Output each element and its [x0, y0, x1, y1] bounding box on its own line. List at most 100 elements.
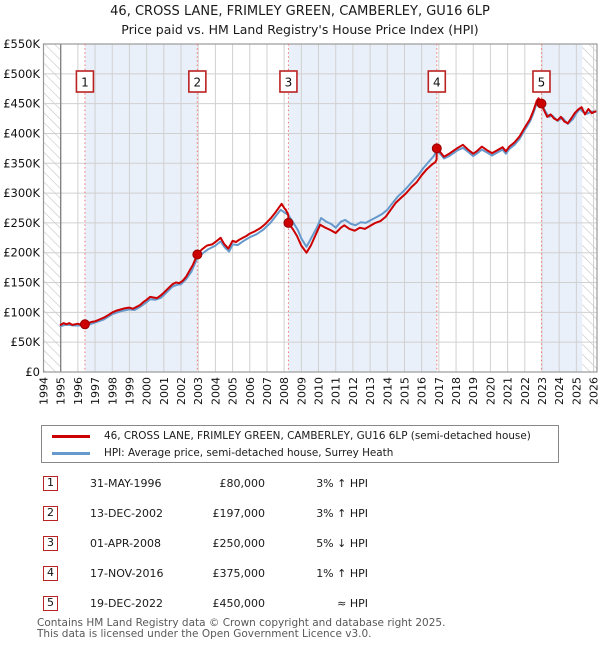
x-tick-label: 2022: [519, 377, 532, 405]
shaded-band: [84, 44, 198, 372]
x-tick-label: 2010: [313, 377, 326, 405]
x-tick-label: 2016: [416, 377, 429, 405]
sale-point: [431, 143, 442, 154]
sale-vs-hpi: 1% ↑ HPI: [316, 567, 368, 580]
sale-number-box: [75, 70, 95, 93]
x-tick-label: 2018: [450, 377, 463, 405]
x-tick-label: 1995: [55, 377, 68, 405]
y-tick-label: £500K: [3, 67, 40, 81]
x-tick-label: 2006: [244, 377, 257, 405]
sale-point: [192, 249, 203, 260]
y-tick-label: £300K: [3, 186, 40, 200]
x-tick-label: 2003: [192, 377, 205, 405]
sale-number-badge: 1: [43, 476, 58, 491]
sale-number-badge: 2: [43, 506, 58, 521]
y-tick-label: £0: [25, 365, 40, 379]
no-data-hatch-right: [582, 44, 597, 372]
sale-price: £197,000: [212, 507, 266, 520]
table-row: 5 19-DEC-2022 £450,000 ≈ HPI: [0, 596, 600, 613]
table-row: 2 13-DEC-2002 £197,000 3% ↑ HPI: [0, 506, 600, 523]
sale-date: 01-APR-2008: [90, 537, 162, 550]
sale-price: £375,000: [212, 567, 266, 580]
legend-label-property: 46, CROSS LANE, FRIMLEY GREEN, CAMBERLEY…: [104, 430, 531, 442]
x-tick-label: 2005: [227, 377, 240, 405]
y-axis-labels: £0 £50K £100K £150K £200K £250K £300K £350K £400…: [3, 37, 40, 379]
sale-price: £450,000: [212, 597, 266, 610]
sale-number: 2: [194, 76, 202, 90]
x-tick-label: 2000: [141, 377, 154, 405]
y-tick-label: £100K: [3, 305, 40, 319]
x-tick-label: 2015: [398, 377, 411, 405]
x-axis-labels: 1994 1995 1996 1997 1998 1999 2000 2001 2002 2003…: [38, 377, 600, 405]
table-row: 1 31-MAY-1996 £80,000 3% ↑ HPI: [0, 476, 600, 493]
sale-number-box: [427, 70, 447, 93]
no-data-hatch-left: [43, 44, 61, 372]
sale-points: [79, 98, 547, 330]
sale-date: 19-DEC-2022: [90, 597, 164, 610]
page-title: 46, CROSS LANE, FRIMLEY GREEN, CAMBERLEY…: [110, 4, 490, 19]
sale-date-lines: [84, 44, 543, 372]
sale-vs-hpi: ≈ HPI: [337, 597, 368, 610]
copyright-line: Contains HM Land Registry data © Crown c…: [37, 617, 446, 629]
x-tick-label: 2009: [295, 377, 308, 405]
sale-vs-hpi: 3% ↑ HPI: [316, 507, 368, 520]
price-chart: 1 2 3 4 5 £0 £50K £100K £150K £200K £250K £300K £350…: [3, 37, 600, 405]
shaded-band: [288, 44, 437, 372]
x-tick-label: 2002: [175, 377, 188, 405]
x-tick-label: 2020: [484, 377, 497, 405]
sale-vs-hpi: 3% ↑ HPI: [316, 477, 368, 490]
sale-date: 17-NOV-2016: [90, 567, 164, 580]
x-tick-label: 2014: [381, 377, 394, 405]
table-row: 4 17-NOV-2016 £375,000 1% ↑ HPI: [0, 566, 600, 583]
table-row: 3 01-APR-2008 £250,000 5% ↓ HPI: [0, 536, 600, 553]
legend-item-hpi: HPI: Average price, semi-detached house,…: [42, 444, 393, 462]
between-sales-bands: [84, 44, 583, 372]
sale-price: £80,000: [219, 477, 266, 490]
sale-number-box: [279, 70, 298, 93]
sale-date: 13-DEC-2002: [90, 507, 164, 520]
sale-number: 3: [285, 76, 293, 90]
sale-vs-hpi: 5% ↓ HPI: [316, 537, 368, 550]
y-tick-label: £250K: [3, 216, 40, 230]
sale-number-badge: 5: [43, 596, 58, 611]
y-tick-label: £50K: [11, 335, 41, 349]
y-tick-label: £450K: [3, 97, 40, 111]
x-tick-label: 2001: [158, 377, 171, 405]
y-tick-label: £200K: [3, 246, 40, 260]
x-tick-label: 2004: [209, 377, 222, 405]
x-tick-label: 2012: [347, 377, 360, 405]
x-tick-label: 1998: [106, 377, 119, 405]
sale-price: £250,000: [212, 537, 266, 550]
property-line-swatch: [52, 434, 90, 438]
x-tick-label: 2024: [553, 377, 566, 405]
x-tick-label: 2026: [588, 377, 600, 405]
sale-number: 1: [81, 76, 89, 90]
shaded-band: [541, 44, 583, 372]
x-tick-label: 2007: [261, 377, 274, 405]
y-tick-label: £150K: [3, 276, 40, 290]
x-tick-label: 2019: [467, 377, 480, 405]
x-tick-label: 2023: [536, 377, 549, 405]
sale-number-badge: 4: [43, 566, 58, 581]
x-tick-label: 1997: [89, 377, 102, 405]
y-tick-label: £400K: [3, 126, 40, 140]
x-tick-label: 1994: [38, 377, 51, 405]
x-tick-label: 2011: [330, 377, 343, 405]
legend-item-property: 46, CROSS LANE, FRIMLEY GREEN, CAMBERLEY…: [42, 427, 531, 445]
sale-point: [536, 98, 547, 109]
hpi-line: [59, 99, 597, 328]
hpi-line-swatch: [52, 451, 90, 455]
legend-label-hpi: HPI: Average price, semi-detached house,…: [104, 447, 394, 459]
sale-number-box: [532, 70, 551, 93]
sale-point: [283, 217, 294, 228]
sale-date: 31-MAY-1996: [90, 477, 162, 490]
sale-number-box: [188, 70, 207, 93]
licence-line: This data is licensed under the Open Gov…: [37, 628, 372, 640]
y-tick-label: £550K: [3, 37, 40, 51]
sale-number: 5: [538, 76, 546, 90]
sale-number: 4: [433, 76, 441, 90]
sale-point: [79, 319, 90, 330]
x-tick-label: 2017: [433, 377, 446, 405]
x-tick-label: 2021: [502, 377, 515, 405]
